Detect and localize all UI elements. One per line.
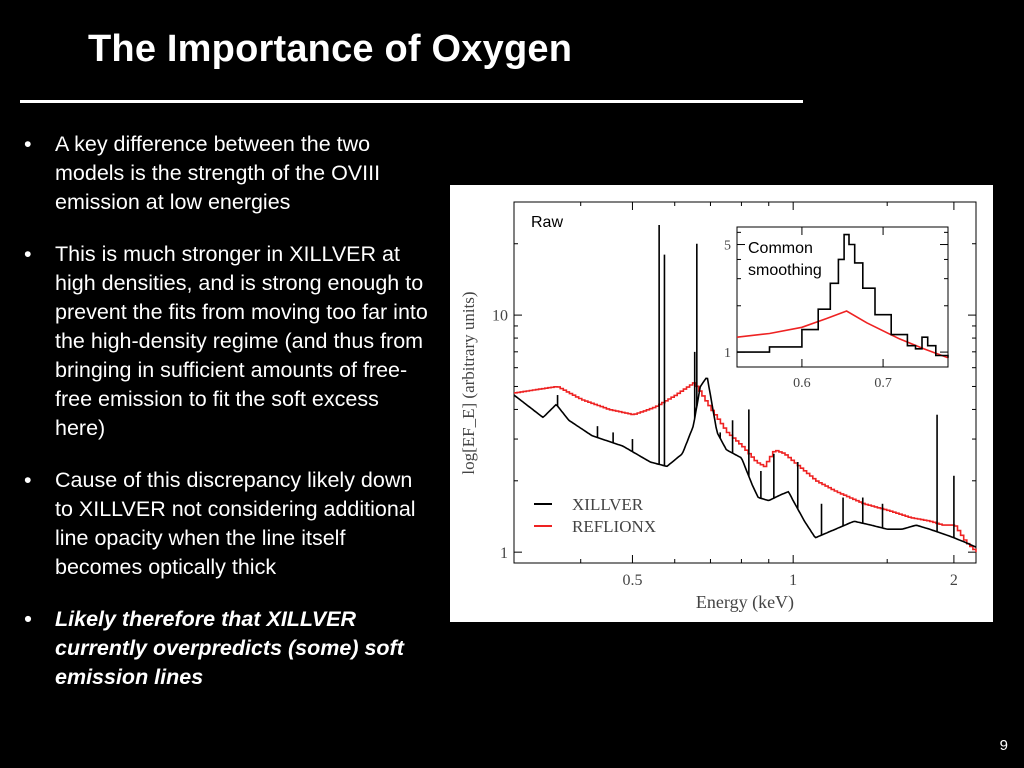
- inset-y-tick-label: 5: [724, 238, 731, 253]
- main-plot-frame: [513, 201, 977, 564]
- legend-label-reflionx: REFLIONX: [572, 517, 656, 536]
- bullet-marker: •: [24, 607, 32, 631]
- bullet-marker: •: [24, 468, 32, 492]
- y-axis-label: log[EF_E] (arbitrary units): [459, 291, 478, 474]
- bullet-text: A key difference between the two models …: [55, 132, 381, 214]
- bullet-text: Cause of this discrepancy likely down to…: [55, 468, 416, 579]
- bullet-item: • Cause of this discrepancy likely down …: [20, 466, 430, 582]
- raw-annotation: Raw: [531, 214, 563, 231]
- bullet-list: • A key difference between the two model…: [20, 130, 430, 715]
- bullet-marker: •: [24, 242, 32, 266]
- bullet-text: This is much stronger in XILLVER at high…: [55, 242, 428, 440]
- series-reflionx: [514, 382, 977, 553]
- x-axis-label: Energy (keV): [696, 592, 794, 613]
- spectrum-figure-svg: 0.5 1 2 1 10 Energy (keV) log[EF_E] (arbitra…: [450, 185, 993, 622]
- main-x-tick-label: 1: [789, 572, 797, 589]
- bullet-marker: •: [24, 132, 32, 156]
- bullet-item: • This is much stronger in XILLVER at hi…: [20, 240, 430, 443]
- bullet-item: • A key difference between the two model…: [20, 130, 430, 217]
- inset-y-tick-label: 1: [724, 346, 731, 361]
- bullet-text: Likely therefore that XILLVER currently …: [55, 607, 404, 689]
- main-y-tick-label: 10: [492, 308, 508, 325]
- inset-annotation: Common smoothing: [748, 240, 822, 279]
- series-xillver: [513, 377, 977, 548]
- slide-title: The Importance of Oxygen: [88, 28, 573, 70]
- title-underline: [20, 100, 803, 103]
- legend: XILLVER REFLIONX: [534, 495, 656, 536]
- main-x-tick-label: 2: [950, 572, 958, 589]
- inset-series-xillver: [737, 233, 949, 358]
- spectrum-figure: 0.5 1 2 1 10 Energy (keV) log[EF_E] (arbitra…: [450, 185, 993, 622]
- page-number: 9: [999, 737, 1008, 754]
- legend-label-xillver: XILLVER: [572, 495, 644, 514]
- main-x-tick-label: 0.5: [622, 572, 642, 589]
- inset-x-tick-label: 0.6: [793, 376, 811, 391]
- inset-annotation-line1: Common: [748, 240, 813, 257]
- main-y-tick-label: 1: [500, 545, 508, 562]
- inset-annotation-line2: smoothing: [748, 262, 822, 279]
- inset-x-tick-label: 0.7: [874, 376, 892, 391]
- bullet-item-emphasis: • Likely therefore that XILLVER currentl…: [20, 605, 430, 692]
